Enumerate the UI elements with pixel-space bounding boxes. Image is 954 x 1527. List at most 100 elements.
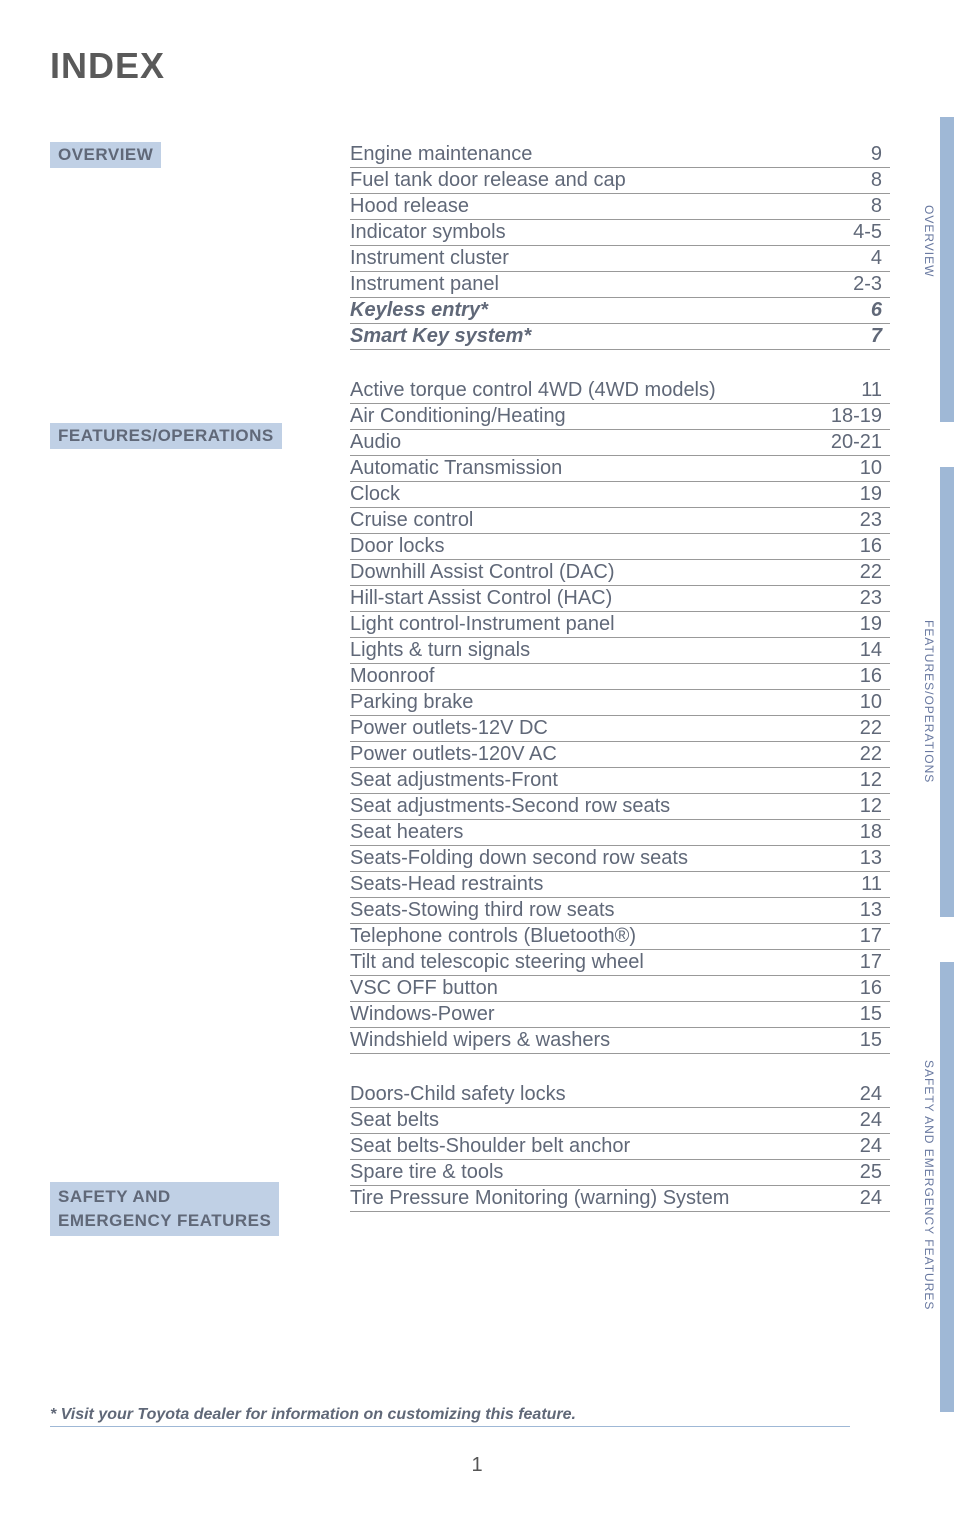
index-row: Audio20-21 [350, 430, 890, 456]
index-entry-page: 10 [820, 691, 890, 714]
index-entry-page: 23 [820, 587, 890, 610]
tab-strip-features [940, 467, 954, 917]
index-entry-label: Keyless entry* [350, 299, 820, 322]
index-entry-page: 19 [820, 483, 890, 506]
index-entry-page: 17 [820, 925, 890, 948]
index-entry-label: Smart Key system* [350, 325, 820, 348]
section-label-safety: SAFETY AND EMERGENCY FEATURES [50, 1182, 279, 1236]
index-entry-page: 24 [820, 1187, 890, 1210]
index-entries-column: Engine maintenance9Fuel tank door releas… [350, 142, 890, 1240]
index-entry-page: 14 [820, 639, 890, 662]
index-entry-label: Engine maintenance [350, 143, 820, 166]
index-entry-page: 19 [820, 613, 890, 636]
index-entry-label: Seats-Head restraints [350, 873, 820, 896]
index-entry-page: 8 [820, 195, 890, 218]
index-entry-page: 7 [820, 325, 890, 348]
tab-label-features: FEATURES/OPERATIONS [922, 620, 936, 783]
index-entry-page: 11 [820, 873, 890, 896]
index-entry-page: 9 [820, 143, 890, 166]
tab-label-overview: OVERVIEW [922, 205, 936, 277]
index-entry-label: Power outlets-12V DC [350, 717, 820, 740]
section-label-safety-line2: EMERGENCY FEATURES [58, 1211, 271, 1230]
index-entry-label: Instrument cluster [350, 247, 820, 270]
index-row: Doors-Child safety locks24 [350, 1082, 890, 1108]
index-entry-page: 15 [820, 1003, 890, 1026]
index-row: Air Conditioning/Heating18-19 [350, 404, 890, 430]
index-row: Door locks16 [350, 534, 890, 560]
content-area: OVERVIEW FEATURES/OPERATIONS SAFETY AND … [50, 142, 954, 1240]
index-entry-label: Seat belts [350, 1109, 820, 1132]
section-label-overview: OVERVIEW [50, 142, 161, 168]
index-row: Seats-Folding down second row seats13 [350, 846, 890, 872]
index-row: Tilt and telescopic steering wheel17 [350, 950, 890, 976]
index-entry-label: Indicator symbols [350, 221, 820, 244]
index-entry-label: Light control-Instrument panel [350, 613, 820, 636]
index-entry-label: Clock [350, 483, 820, 506]
index-row: Seat adjustments-Second row seats12 [350, 794, 890, 820]
index-row: Windshield wipers & washers15 [350, 1028, 890, 1054]
index-entry-page: 24 [820, 1109, 890, 1132]
index-entry-page: 6 [820, 299, 890, 322]
index-row: Smart Key system*7 [350, 324, 890, 350]
index-entry-label: VSC OFF button [350, 977, 820, 1000]
index-entry-label: Active torque control 4WD (4WD models) [350, 379, 820, 402]
index-row: Instrument cluster4 [350, 246, 890, 272]
section-labels-column: OVERVIEW FEATURES/OPERATIONS SAFETY AND … [50, 142, 350, 1240]
index-row: Light control-Instrument panel19 [350, 612, 890, 638]
index-entry-page: 2-3 [820, 273, 890, 296]
index-row: Seat adjustments-Front12 [350, 768, 890, 794]
index-entry-page: 13 [820, 847, 890, 870]
index-row: Clock19 [350, 482, 890, 508]
index-entry-page: 15 [820, 1029, 890, 1052]
index-entry-page: 10 [820, 457, 890, 480]
index-entry-page: 25 [820, 1161, 890, 1184]
index-entry-label: Door locks [350, 535, 820, 558]
index-entry-page: 24 [820, 1135, 890, 1158]
index-row: Telephone controls (Bluetooth®)17 [350, 924, 890, 950]
index-row: Power outlets-120V AC22 [350, 742, 890, 768]
index-entry-label: Doors-Child safety locks [350, 1083, 820, 1106]
index-row: Downhill Assist Control (DAC)22 [350, 560, 890, 586]
index-row: Seat belts-Shoulder belt anchor24 [350, 1134, 890, 1160]
index-row: Seats-Head restraints11 [350, 872, 890, 898]
index-entry-page: 8 [820, 169, 890, 192]
index-row: Cruise control23 [350, 508, 890, 534]
index-entry-label: Seat adjustments-Front [350, 769, 820, 792]
section-label-safety-line1: SAFETY AND [58, 1187, 171, 1206]
tab-strip-safety [940, 962, 954, 1412]
overview-section: Engine maintenance9Fuel tank door releas… [350, 142, 890, 350]
index-entry-label: Downhill Assist Control (DAC) [350, 561, 820, 584]
tab-strip-overview [940, 117, 954, 422]
index-entry-label: Spare tire & tools [350, 1161, 820, 1184]
page-number: 1 [471, 1454, 482, 1477]
index-row: Lights & turn signals14 [350, 638, 890, 664]
index-row: Moonroof16 [350, 664, 890, 690]
index-entry-page: 16 [820, 977, 890, 1000]
index-entry-label: Seats-Stowing third row seats [350, 899, 820, 922]
index-entry-label: Power outlets-120V AC [350, 743, 820, 766]
index-row: Hood release8 [350, 194, 890, 220]
index-row: Instrument panel2-3 [350, 272, 890, 298]
index-entry-label: Cruise control [350, 509, 820, 532]
index-entry-label: Instrument panel [350, 273, 820, 296]
index-row: Windows-Power15 [350, 1002, 890, 1028]
section-label-features: FEATURES/OPERATIONS [50, 423, 282, 449]
index-entry-label: Air Conditioning/Heating [350, 405, 820, 428]
index-entry-label: Tire Pressure Monitoring (warning) Syste… [350, 1187, 820, 1210]
index-entry-label: Moonroof [350, 665, 820, 688]
index-row: Fuel tank door release and cap8 [350, 168, 890, 194]
index-entry-page: 18 [820, 821, 890, 844]
index-entry-page: 20-21 [820, 431, 890, 454]
index-row: Hill-start Assist Control (HAC)23 [350, 586, 890, 612]
index-entry-page: 16 [820, 665, 890, 688]
side-tabs: OVERVIEW FEATURES/OPERATIONS SAFETY AND … [906, 0, 954, 1527]
index-entry-label: Windshield wipers & washers [350, 1029, 820, 1052]
index-entry-page: 22 [820, 561, 890, 584]
index-entry-page: 17 [820, 951, 890, 974]
safety-section: Doors-Child safety locks24Seat belts24Se… [350, 1082, 890, 1212]
index-row: Seats-Stowing third row seats13 [350, 898, 890, 924]
index-entry-page: 4-5 [820, 221, 890, 244]
index-row: Automatic Transmission10 [350, 456, 890, 482]
index-entry-page: 18-19 [820, 405, 890, 428]
index-entry-label: Parking brake [350, 691, 820, 714]
